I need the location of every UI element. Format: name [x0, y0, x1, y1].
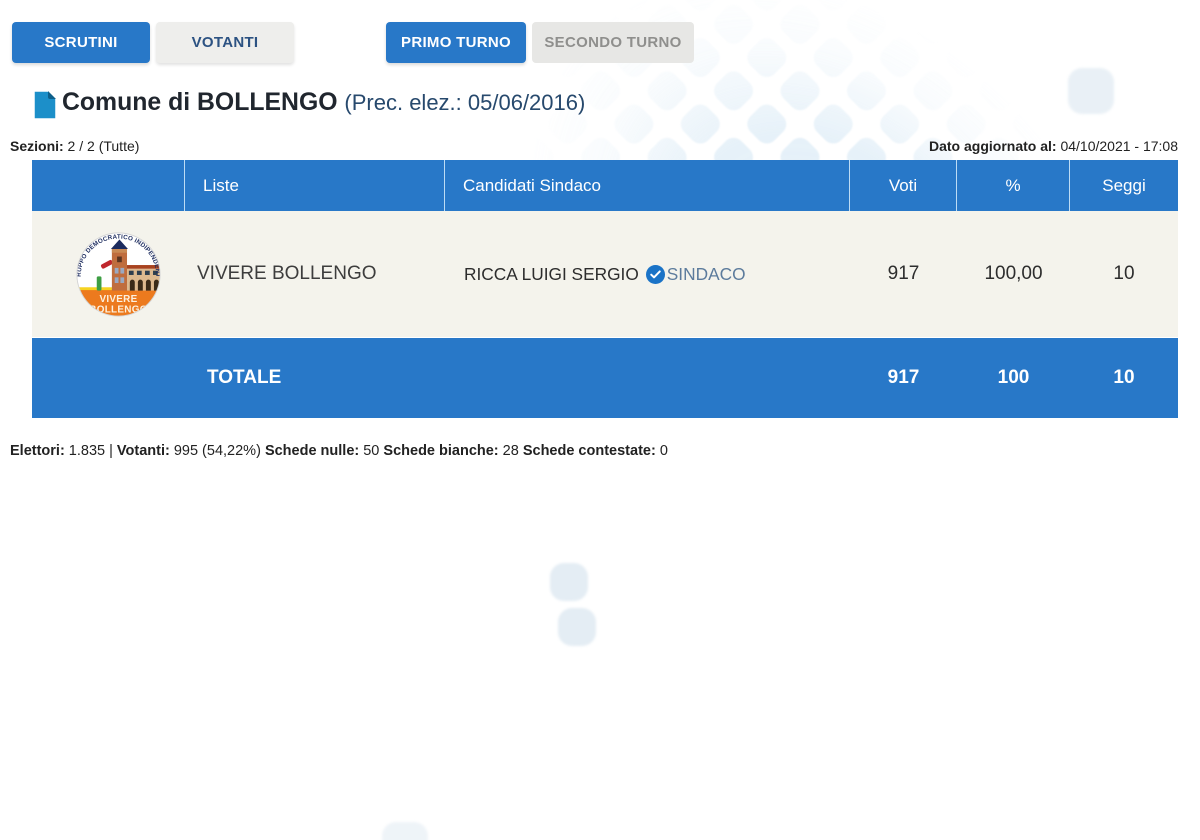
svg-text:VIVERE: VIVERE [99, 293, 137, 304]
svg-text:BOLLENGO: BOLLENGO [89, 304, 147, 315]
